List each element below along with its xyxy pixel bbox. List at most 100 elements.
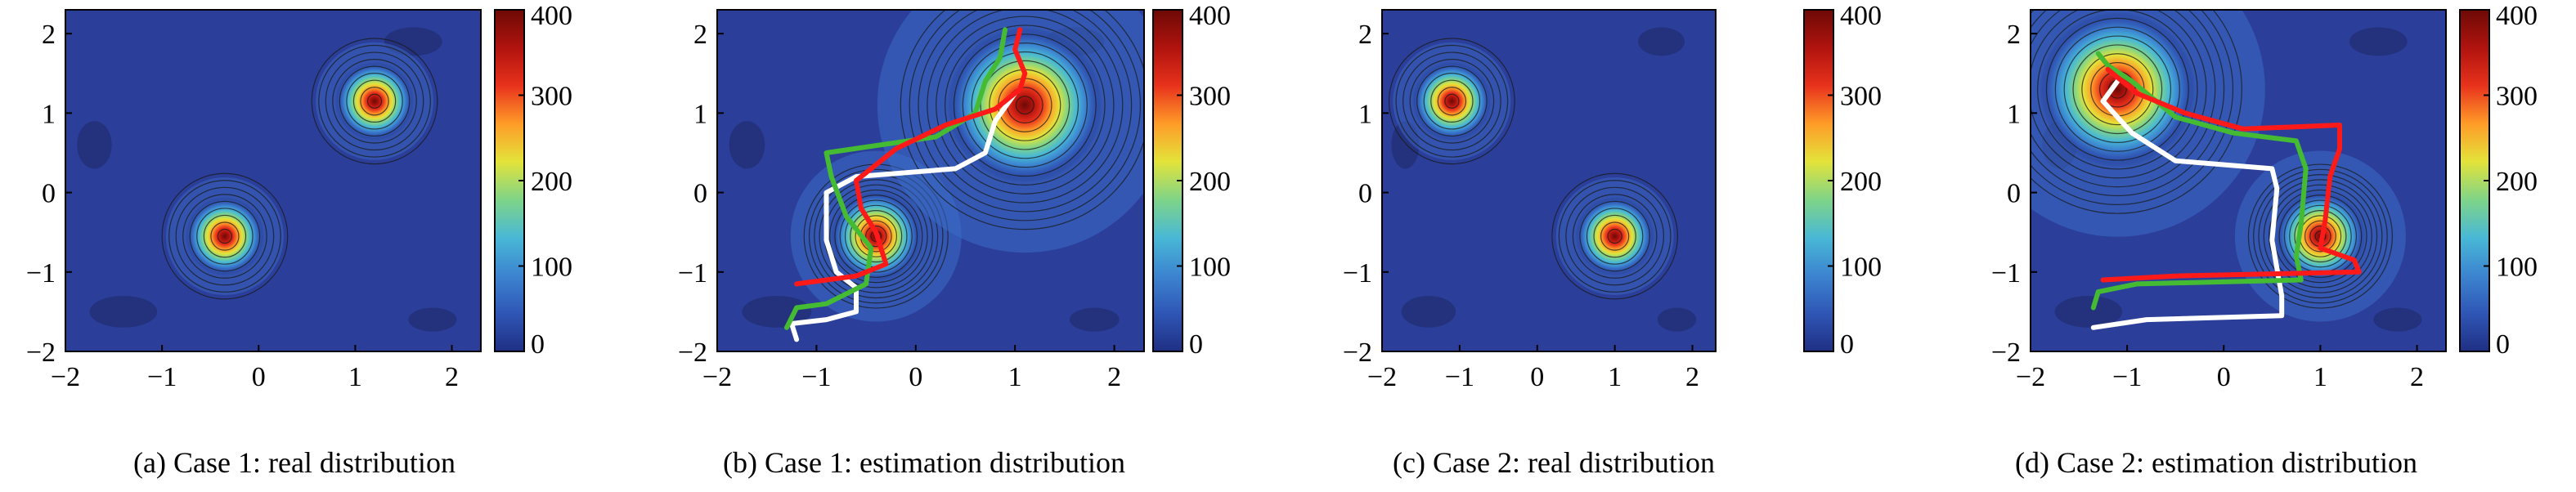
- contour-line: [2081, 53, 2154, 126]
- low-value-patch: [1657, 307, 1697, 332]
- x-tick-label: 2: [1107, 362, 1121, 392]
- plot-frame: [2030, 9, 2447, 352]
- colorbar-tick-label: 400: [1840, 1, 1882, 31]
- field-layer: [77, 27, 457, 332]
- x-tick-label: 1: [1608, 362, 1622, 392]
- plot-frame: [1381, 9, 1717, 352]
- contour-line: [971, 51, 1079, 159]
- contour-line: [1430, 79, 1474, 123]
- contour-line: [1565, 186, 1664, 286]
- colorbar-tick-label: 200: [1189, 167, 1231, 197]
- y-tick-label: 2: [1358, 20, 1372, 50]
- trajectory-red: [794, 27, 1028, 287]
- x-tick-label: 2: [1685, 362, 1699, 392]
- contour-line: [332, 58, 417, 144]
- contour-line: [900, 10, 1144, 230]
- low-value-patch: [77, 121, 112, 169]
- contour-line: [325, 51, 424, 151]
- contour-line: [2037, 10, 2198, 170]
- contour-line: [1402, 51, 1501, 151]
- contour-line: [366, 93, 383, 109]
- y-tick-label: −2: [26, 338, 56, 368]
- contour-line: [1607, 228, 1622, 244]
- field-layer: [729, 10, 1144, 342]
- contour-line: [2258, 174, 2383, 299]
- panel-caption: (c) Case 2: real distribution: [1393, 446, 1715, 479]
- trajectory-green: [784, 27, 1008, 330]
- contour-line: [980, 60, 1070, 150]
- contour-line: [217, 228, 233, 244]
- contour-line: [196, 208, 254, 265]
- contour-line: [865, 225, 887, 248]
- chart-panel-b: −2 −1 0 1 2 2 1 0 −1 −2 400 300 200 100 0 (b) Case 1: e…: [678, 1, 1231, 479]
- y-tick-label: 0: [2007, 179, 2021, 209]
- x-tick-label: −2: [1367, 362, 1397, 392]
- contour-line: [808, 168, 944, 304]
- x-tick-label: 2: [445, 362, 459, 392]
- x-tick-label: −1: [1445, 362, 1474, 392]
- contour-line: [1593, 214, 1636, 258]
- contour-line: [829, 189, 923, 284]
- panel-caption: (d) Case 2: estimation distribution: [2015, 446, 2417, 479]
- contour-line: [1551, 172, 1679, 300]
- contour-line: [962, 42, 1088, 168]
- contour-line: [953, 34, 1097, 177]
- contour-line: [210, 221, 240, 251]
- source-peak: [2040, 11, 2196, 168]
- y-tick-label: −1: [1991, 258, 2021, 288]
- y-tick-label: 1: [1358, 99, 1372, 129]
- contour-line: [1579, 200, 1650, 272]
- y-tick-label: 2: [42, 20, 56, 50]
- contour-line: [2263, 179, 2378, 293]
- low-value-patch: [1401, 295, 1456, 328]
- trajectory-red: [2100, 66, 2362, 283]
- contour-line: [2045, 17, 2189, 161]
- contour-line: [2031, 10, 2242, 214]
- contour-line: [1388, 38, 1515, 165]
- contour-line: [1600, 221, 1630, 251]
- contour-line: [203, 214, 247, 258]
- contour-line: [855, 215, 897, 257]
- contour-line: [2031, 10, 2225, 197]
- contour-line: [189, 200, 261, 272]
- contour-line: [339, 65, 411, 137]
- contour-line: [175, 186, 275, 286]
- contour-line: [819, 179, 933, 293]
- contour-line: [318, 44, 431, 158]
- chart-panel-d: −2 −1 0 1 2 2 1 0 −1 −2 400 300 200 100 0 (d) Case 2: e…: [1991, 1, 2538, 479]
- low-value-patch: [2373, 307, 2422, 332]
- colorbar-tick-label: 300: [1840, 82, 1882, 112]
- contour-line: [346, 73, 403, 130]
- colorbar-tick-label: 100: [2496, 253, 2538, 283]
- x-tick-label: −1: [2112, 362, 2142, 392]
- contour-line: [1558, 180, 1672, 293]
- x-tick-label: 2: [2410, 362, 2424, 392]
- x-tick-label: 0: [1530, 362, 1544, 392]
- panel-caption: (a) Case 1: real distribution: [133, 446, 456, 479]
- low-value-patch: [2054, 295, 2123, 328]
- x-tick-label: −1: [801, 362, 831, 392]
- contour-line: [1444, 93, 1460, 109]
- colorbar-tick-label: 0: [1840, 329, 1854, 360]
- x-tick-label: 1: [1008, 362, 1022, 392]
- colorbar-tick-label: 0: [531, 329, 545, 360]
- y-tick-label: 1: [42, 99, 56, 129]
- low-value-patch: [1069, 307, 1120, 332]
- contour-line: [352, 79, 397, 123]
- x-tick-label: 0: [2217, 362, 2231, 392]
- low-value-patch: [2349, 27, 2408, 56]
- y-tick-label: −2: [678, 338, 707, 368]
- colorbar-tick-label: 100: [1189, 253, 1231, 283]
- contour-line: [839, 199, 913, 273]
- colorbar-tick-label: 200: [2496, 167, 2538, 197]
- field-layer: [1388, 27, 1697, 332]
- plot-frame: [65, 9, 482, 352]
- colorbar-tick-label: 300: [1189, 82, 1231, 112]
- contour-line: [2304, 220, 2336, 253]
- contour-line: [936, 16, 1115, 195]
- colorbar-tick-label: 100: [1840, 253, 1882, 283]
- x-tick-label: −2: [51, 362, 80, 392]
- low-value-patch: [89, 295, 158, 328]
- x-tick-label: −2: [2016, 362, 2045, 392]
